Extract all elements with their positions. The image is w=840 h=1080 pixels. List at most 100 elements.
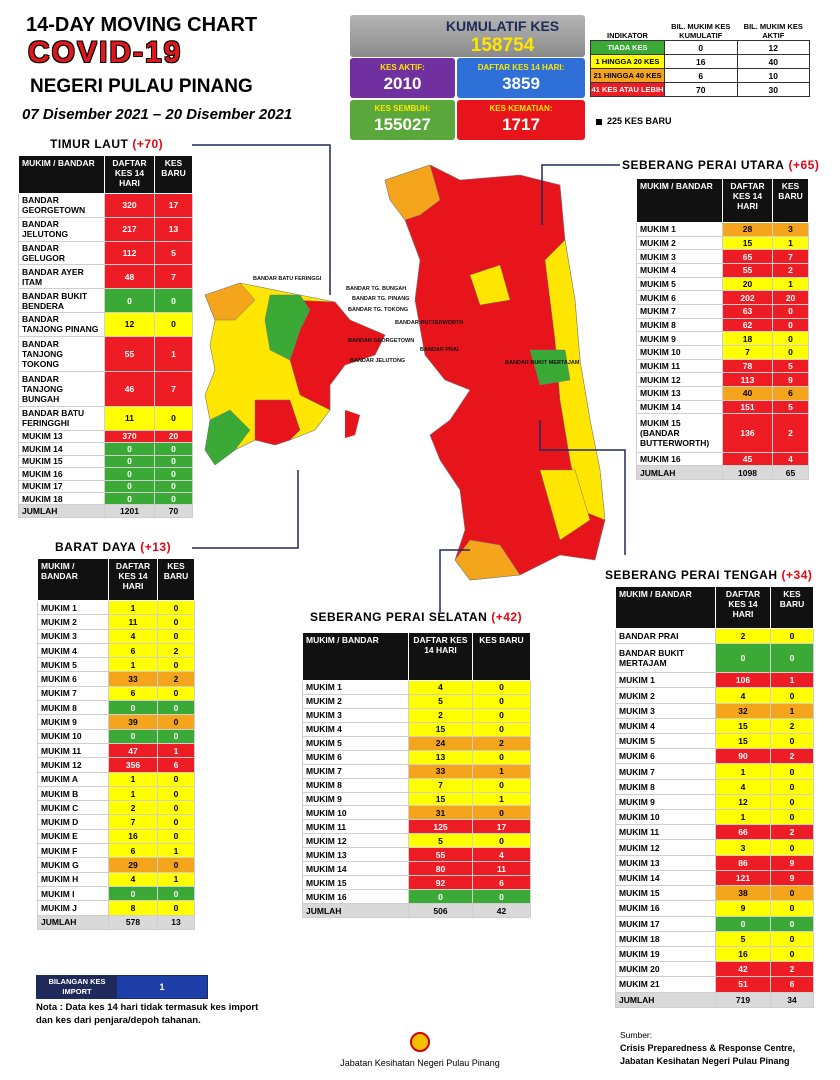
table-row: MUKIM 16 9 0 — [615, 900, 814, 917]
indicator-row: 41 KES ATAU LEBIH 70 30 — [590, 82, 810, 97]
table-row: MUKIM 3 65 7 — [636, 249, 809, 264]
location-name: MUKIM 17 — [615, 915, 716, 932]
location-name: MUKIM 12 — [302, 833, 409, 849]
header-cell: DAFTAR KES 14 HARI — [722, 178, 773, 223]
table-title: SEBERANG PERAI TENGAH (+34) — [605, 568, 812, 582]
new-cases: 0 — [770, 627, 814, 645]
registered-cases: 370 — [104, 429, 155, 444]
registered-cases: 46 — [104, 370, 155, 407]
import-box: BILANGAN KES IMPORT 1 — [36, 975, 208, 999]
source-label: Sumber: — [620, 1030, 653, 1040]
active-value: 2010 — [383, 74, 422, 93]
registered-cases: 80 — [408, 861, 473, 877]
registered-cases: 121 — [715, 869, 771, 887]
header-cell: DAFTAR KES 14 HARI — [108, 558, 158, 601]
new-cases: 1 — [772, 276, 809, 292]
registered-cases: 11 — [104, 405, 155, 431]
registered-cases: 31 — [408, 805, 473, 821]
table-row: MUKIM 12 5 0 — [302, 833, 531, 849]
location-name: MUKIM J — [37, 900, 109, 916]
location-name: BANDAR GELUGOR — [18, 240, 105, 266]
table-row: BANDAR PRAI 2 0 — [615, 627, 814, 645]
location-name: MUKIM 15 — [18, 454, 105, 469]
islet — [345, 410, 360, 438]
registered-cases: 125 — [408, 819, 473, 835]
new-cases: 0 — [154, 454, 193, 469]
location-name: MUKIM 11 — [37, 742, 109, 759]
new-cases: 0 — [770, 945, 814, 963]
location-name: MUKIM 3 — [636, 249, 723, 264]
total-cell: 506 — [408, 903, 473, 918]
new-cases: 0 — [472, 833, 531, 849]
table-row: MUKIM 14 151 5 — [636, 399, 809, 415]
table-row: MUKIM 14 0 0 — [18, 442, 193, 456]
registered-cases: 18 — [722, 331, 773, 346]
registered-cases: 55 — [722, 262, 773, 278]
registered-cases: 7 — [722, 344, 773, 360]
indicator-label: 1 HINGGA 20 KES — [590, 54, 665, 69]
new-cases: 0 — [157, 628, 195, 644]
new-cases: 11 — [472, 861, 531, 877]
table-header: MUKIM / BANDAR DAFTAR KES 14 HARI KES BARU — [37, 558, 195, 601]
registered-cases: 33 — [408, 763, 473, 779]
recovered-value: 155027 — [374, 115, 431, 134]
region-name: TIMUR LAUT — [50, 137, 129, 151]
new-cases: 0 — [157, 700, 195, 716]
new-cases: 0 — [472, 777, 531, 793]
new-cases: 0 — [157, 657, 195, 673]
new-cases: 0 — [157, 828, 195, 845]
table-row: MUKIM 8 62 0 — [636, 317, 809, 333]
table-title: BARAT DAYA (+13) — [55, 540, 171, 554]
table-header: MUKIM / BANDAR DAFTAR KES 14 HARI KES BARU — [615, 586, 814, 629]
active-label: KES AKTIF: — [380, 63, 425, 72]
total-cell: 42 — [472, 903, 531, 918]
registered-cases: 0 — [715, 915, 771, 932]
registered-cases: 51 — [715, 976, 771, 993]
table-row: BANDAR GEORGETOWN 320 17 — [18, 193, 193, 218]
registered-cases: 6 — [108, 843, 158, 859]
note: Nota : Data kes 14 hari tidak termasuk k… — [36, 1002, 259, 1026]
table-row: MUKIM 2 15 1 — [636, 235, 809, 251]
location-name: MUKIM 7 — [37, 685, 109, 702]
table-header: MUKIM / BANDAR DAFTAR KES 14 HARI KES BARU — [636, 178, 809, 223]
indicator-header-cell: BIL. MUKIM KES AKTIF — [743, 22, 803, 40]
registered-cases: 4 — [715, 778, 771, 795]
new-cases: 2 — [472, 735, 531, 751]
new-cases: 2 — [157, 642, 195, 659]
region — [204, 409, 251, 466]
new-cases: 0 — [472, 889, 531, 904]
total-row: JUMLAH 719 34 — [615, 991, 814, 1009]
table-row: MUKIM 11 125 17 — [302, 819, 531, 835]
new-cases: 2 — [770, 824, 814, 841]
new-cases: 1 — [772, 235, 809, 251]
table-row: MUKIM 9 12 0 — [615, 793, 814, 811]
registered-cases: 63 — [722, 303, 773, 319]
new-cases: 0 — [772, 344, 809, 360]
title: 14-DAY MOVING CHART — [26, 14, 258, 36]
registered-cases: 4 — [715, 687, 771, 704]
table-row: MUKIM 15 38 0 — [615, 885, 814, 902]
total-cell: JUMLAH — [18, 504, 105, 518]
map-label: BANDAR JELUTONG — [350, 358, 406, 364]
location-name: MUKIM 19 — [615, 945, 716, 963]
registered-cases: 29 — [108, 857, 158, 873]
source-line: Jabatan Kesihatan Negeri Pulau Pinang — [620, 1056, 790, 1066]
location-name: MUKIM 2 — [615, 687, 716, 704]
registered-cases: 65 — [722, 249, 773, 264]
new-cases: 0 — [154, 405, 193, 431]
header-cell: MUKIM / BANDAR — [636, 178, 723, 223]
header-cell: KES BARU — [157, 558, 195, 601]
new-cases: 13 — [154, 216, 193, 242]
total-cell: JUMLAH — [615, 991, 716, 1009]
new-cases: 1 — [472, 791, 531, 807]
new-cases: 0 — [472, 805, 531, 821]
table-row: MUKIM 4 15 2 — [615, 717, 814, 735]
table-row: BANDAR TANJONG PINANG 12 0 — [18, 311, 193, 337]
